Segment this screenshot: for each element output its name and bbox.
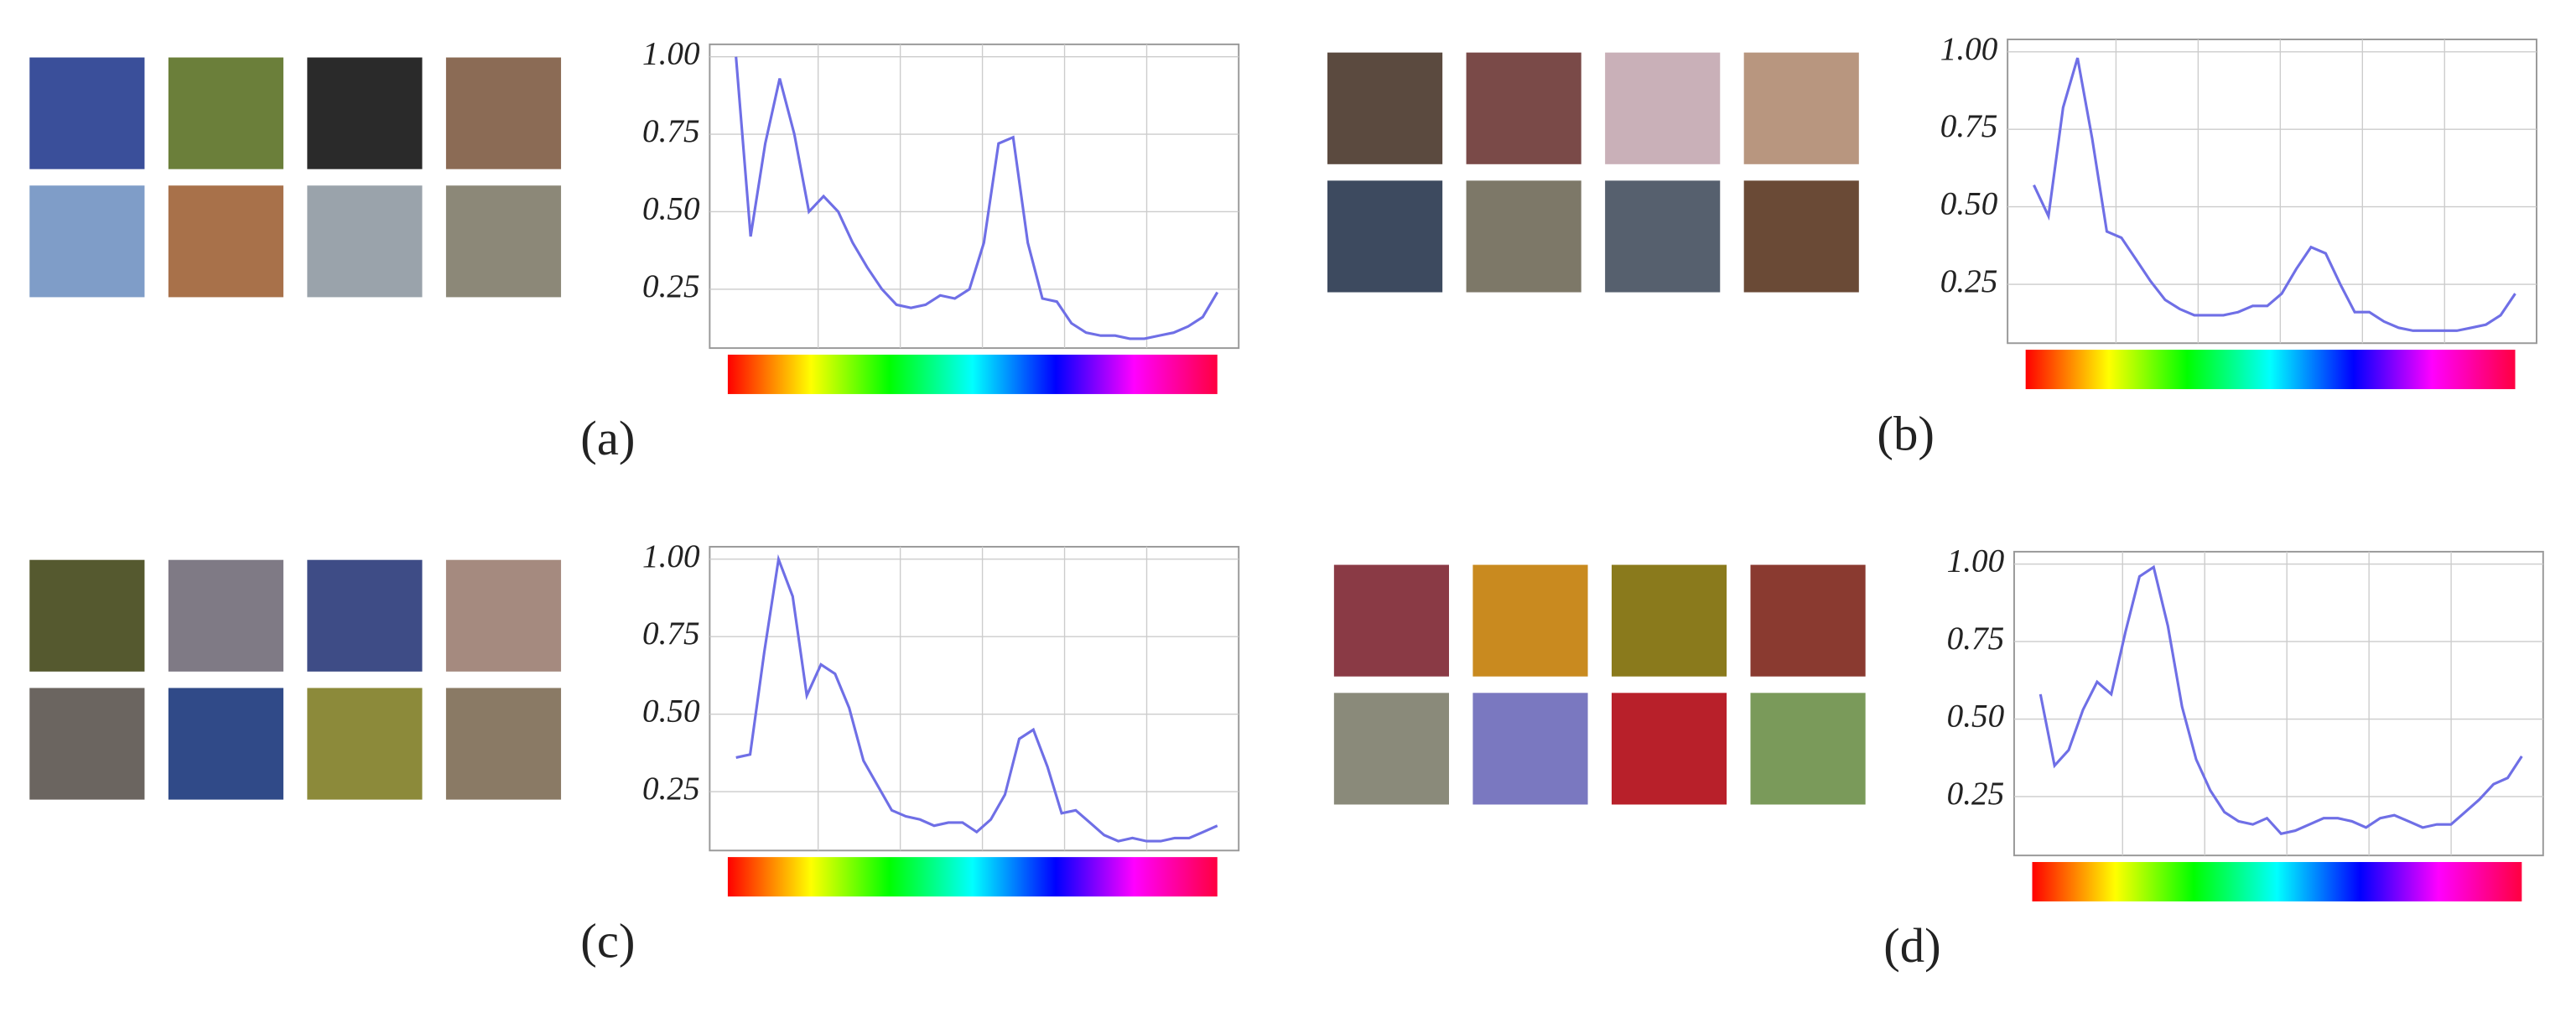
thumbnail — [445, 57, 562, 169]
y-tick-label: 0.75 — [1947, 621, 2005, 657]
hue-colorbar — [727, 354, 1218, 394]
thumbnail — [1743, 52, 1859, 164]
hue-colorbar — [2025, 350, 2516, 390]
thumbnail — [1743, 180, 1859, 293]
thumbnail — [1327, 52, 1443, 164]
y-tick-label: 0.25 — [642, 268, 700, 304]
thumbnail — [445, 185, 562, 298]
thumbnail — [307, 57, 423, 169]
caption: (a) — [580, 411, 635, 465]
series-line — [2033, 57, 2516, 332]
panel: 0.25 0.50 0.75 1.00 (a) — [29, 36, 1240, 465]
thumbnail — [29, 57, 145, 169]
y-tick-label: 1.00 — [1947, 543, 2005, 579]
y-tick-label: 0.25 — [642, 771, 700, 807]
thumbnail — [29, 559, 145, 672]
thumbnail — [168, 57, 283, 169]
series-line — [735, 553, 1218, 843]
y-tick-label: 0.50 — [1940, 186, 1998, 222]
panel: 0.25 0.50 0.75 1.00 (c) — [29, 538, 1240, 968]
y-tick-label: 0.75 — [1940, 108, 1998, 144]
thumbnail — [1611, 693, 1727, 805]
hue-colorbar — [727, 857, 1218, 897]
thumbnail — [168, 559, 283, 672]
y-tick-label: 0.75 — [642, 615, 700, 652]
plot-frame — [709, 43, 1240, 350]
thumbnail — [1333, 564, 1449, 677]
thumbnail — [168, 185, 283, 298]
y-tick-label: 0.25 — [1947, 776, 2005, 812]
thumbnail — [1750, 693, 1866, 805]
hue-colorbar — [2032, 861, 2522, 901]
thumbnail — [1750, 564, 1866, 677]
thumbnail — [1327, 180, 1443, 293]
thumbnail — [307, 688, 423, 800]
thumbnail — [307, 185, 423, 298]
y-tick-label: 0.75 — [642, 113, 700, 149]
caption: (d) — [1883, 918, 1941, 973]
plot-frame — [2012, 550, 2544, 857]
thumbnail — [29, 688, 145, 800]
plot-frame — [2007, 39, 2537, 345]
thumbnail — [1472, 564, 1588, 677]
thumbnail — [1605, 52, 1721, 164]
y-tick-label: 0.25 — [1940, 263, 1998, 299]
thumbnail — [1466, 180, 1581, 293]
thumbnail — [168, 688, 283, 800]
panel: 0.25 0.50 0.75 1.00 (d) — [1333, 543, 2544, 973]
y-tick-label: 1.00 — [642, 538, 700, 574]
panel: 0.25 0.50 0.75 1.00 (b) — [1327, 31, 2537, 460]
thumbnail — [1466, 52, 1581, 164]
plot-frame — [709, 546, 1240, 852]
caption: (c) — [580, 913, 635, 968]
thumbnail — [445, 688, 562, 800]
caption: (b) — [1877, 406, 1935, 460]
series-line — [2038, 564, 2523, 836]
thumbnail — [1605, 180, 1721, 293]
thumbnail — [1472, 693, 1588, 805]
y-tick-label: 1.00 — [1940, 31, 1998, 67]
thumbnail — [445, 559, 562, 672]
thumbnail — [307, 559, 423, 672]
thumbnail — [1333, 693, 1449, 805]
thumbnail — [1611, 564, 1727, 677]
y-tick-label: 1.00 — [642, 36, 700, 72]
y-tick-label: 0.50 — [1947, 699, 2005, 735]
y-tick-label: 0.50 — [642, 190, 700, 226]
y-tick-label: 0.50 — [642, 693, 700, 730]
series-line — [735, 56, 1219, 340]
thumbnail — [29, 185, 145, 298]
